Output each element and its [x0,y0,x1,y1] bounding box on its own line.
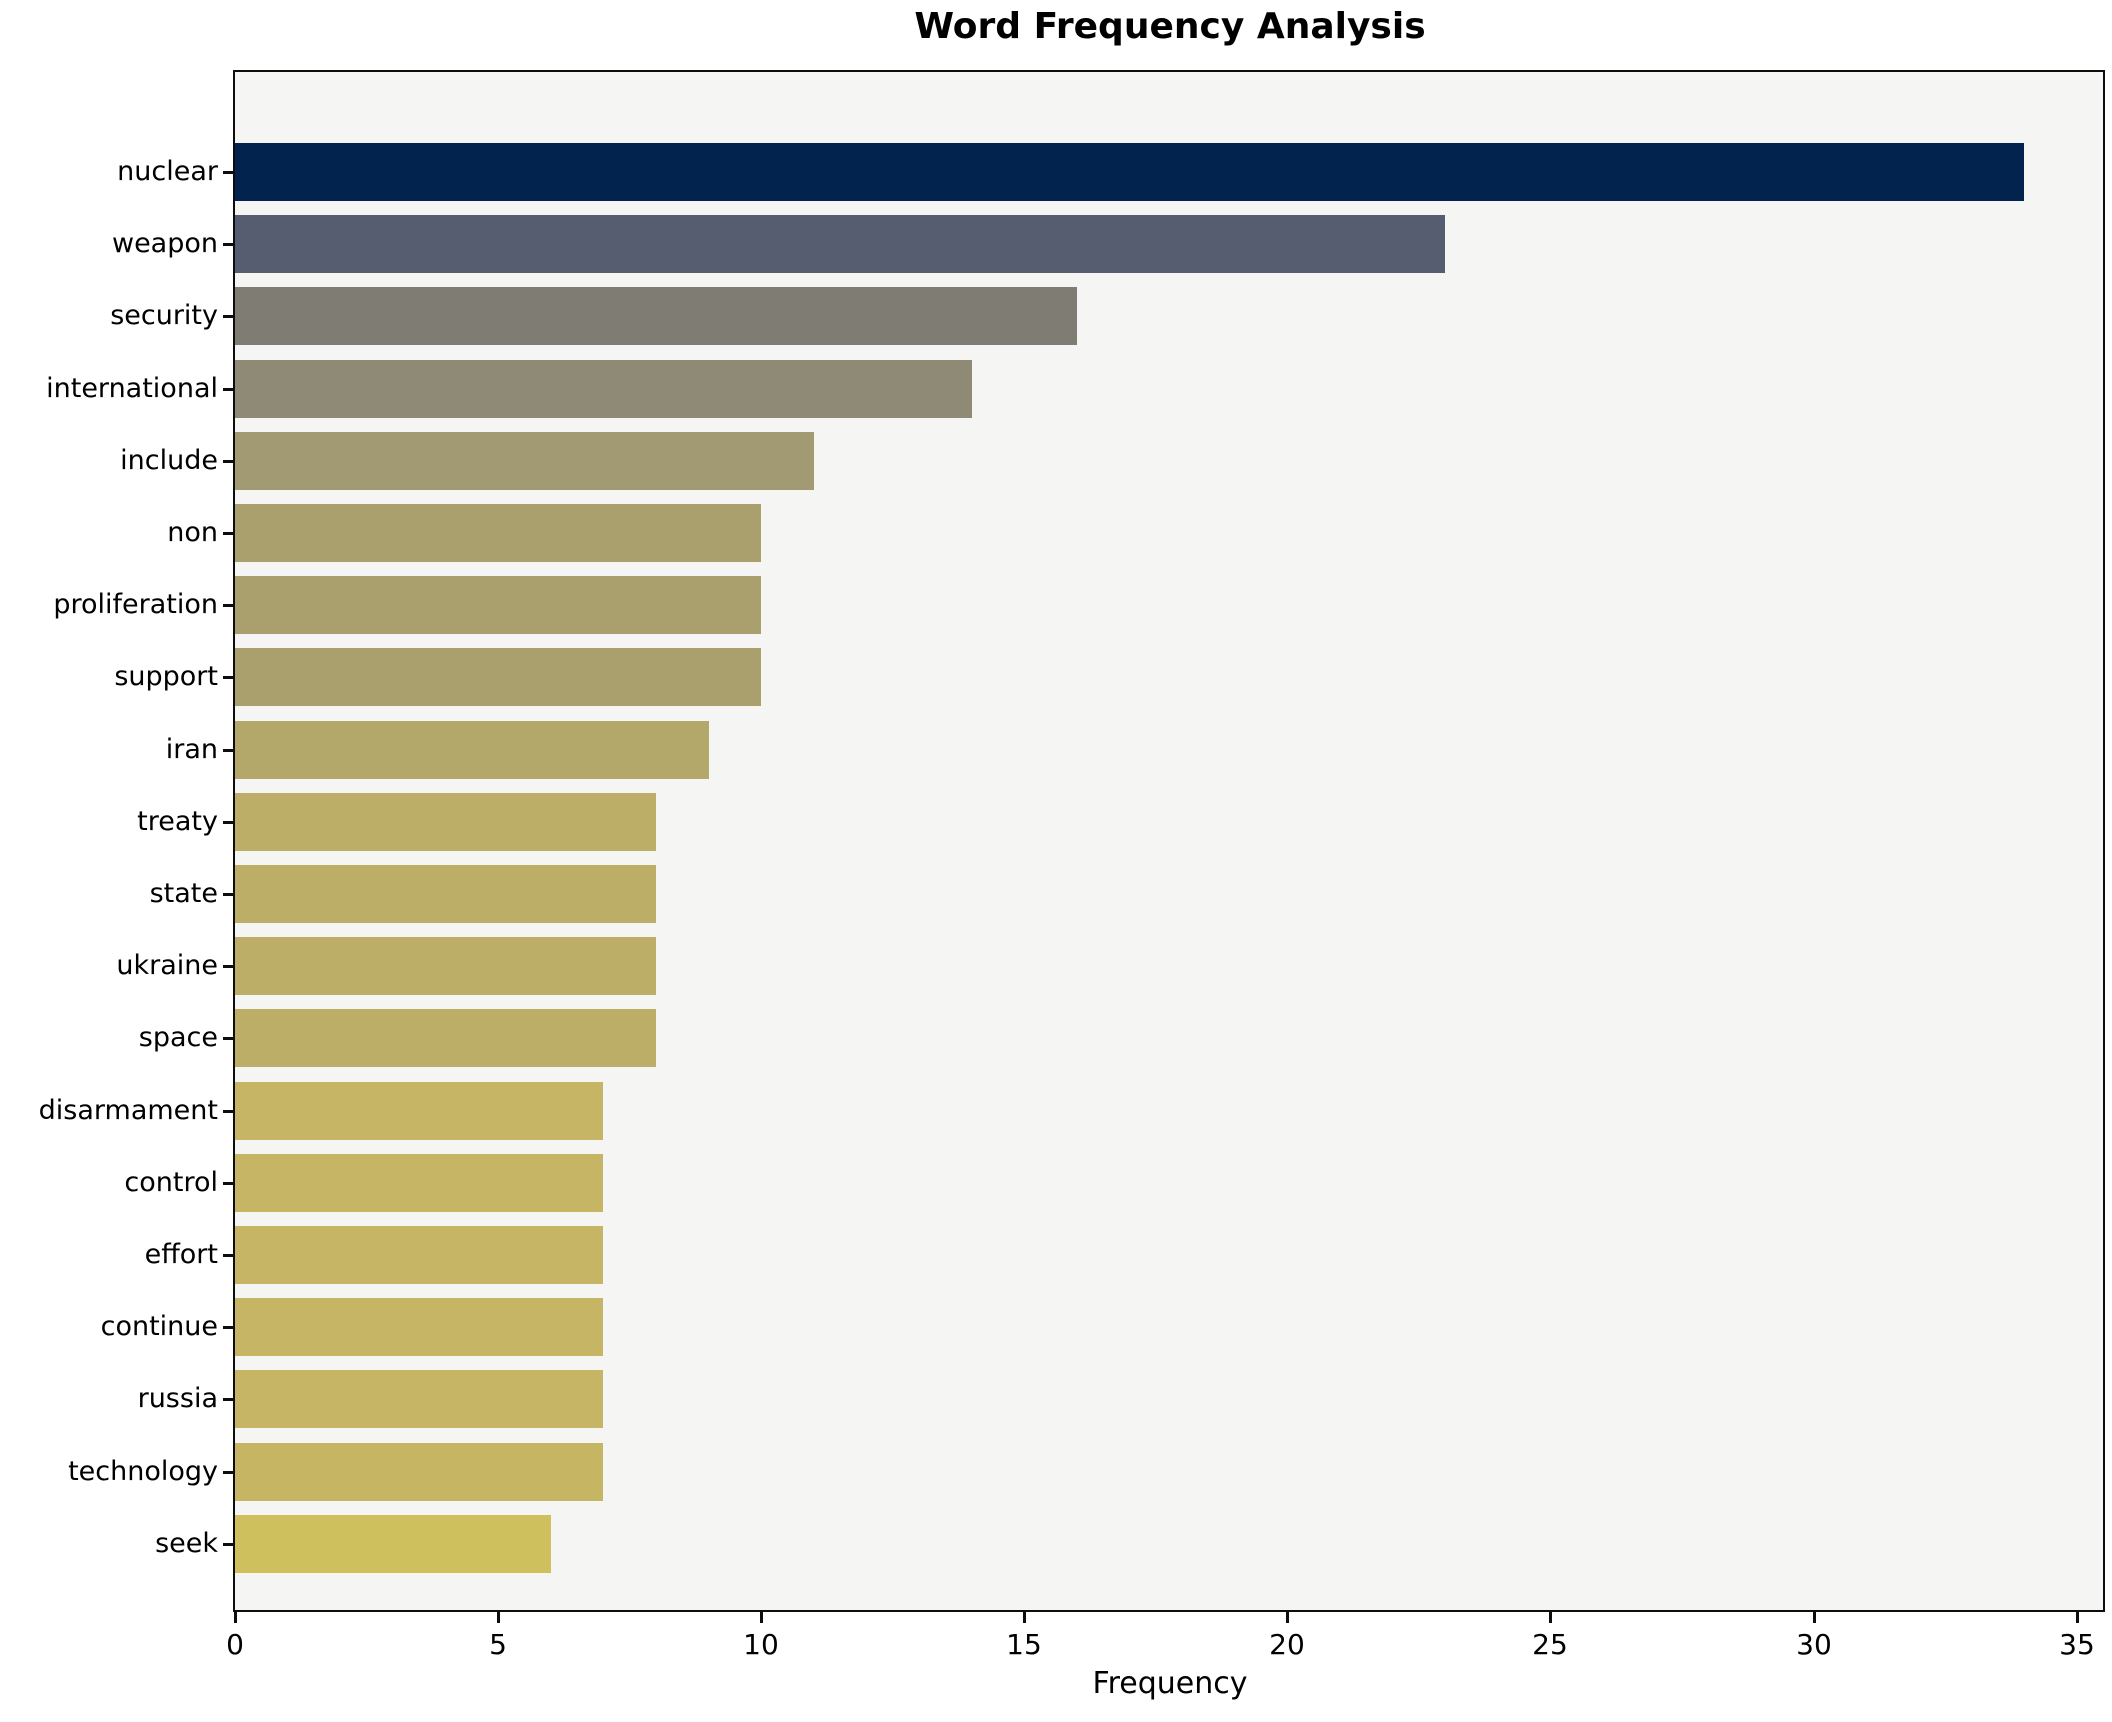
bar-continue [235,1298,603,1356]
y-label-effort: effort [144,1239,218,1270]
y-tick-mark [223,1398,233,1401]
y-tick-mark [223,749,233,752]
x-tick-mark [760,1612,763,1623]
y-tick-mark [223,1471,233,1474]
bar-space [235,1009,656,1067]
bar-technology [235,1443,603,1501]
y-label-seek: seek [155,1528,218,1559]
x-tick-label-30: 30 [1796,1628,1832,1661]
y-tick-mark [223,821,233,824]
y-label-proliferation: proliferation [53,589,218,620]
bar-include [235,432,814,490]
bar-non [235,504,761,562]
x-tick-mark [1549,1612,1552,1623]
bar-state [235,865,656,923]
y-label-international: international [46,373,218,404]
y-tick-mark [223,676,233,679]
bar-disarmament [235,1082,603,1140]
y-tick-mark [223,171,233,174]
bar-security [235,287,1077,345]
bar-support [235,648,761,706]
y-label-weapon: weapon [111,228,218,259]
x-tick-mark [2076,1612,2079,1623]
y-tick-mark [223,532,233,535]
bar-ukraine [235,937,656,995]
y-label-nuclear: nuclear [117,156,218,187]
x-tick-label-20: 20 [1269,1628,1305,1661]
x-tick-label-0: 0 [226,1628,244,1661]
y-label-include: include [120,445,218,476]
x-tick-mark [497,1612,500,1623]
x-tick-label-35: 35 [2059,1628,2095,1661]
x-tick-label-25: 25 [1532,1628,1568,1661]
y-label-space: space [138,1022,218,1053]
y-tick-mark [223,315,233,318]
y-label-support: support [114,661,218,692]
y-tick-mark [223,1543,233,1546]
chart-title: Word Frequency Analysis [914,6,1426,47]
bar-nuclear [235,143,2024,201]
bar-international [235,360,972,418]
y-label-state: state [149,878,218,909]
y-tick-mark [223,1254,233,1257]
bar-russia [235,1370,603,1428]
x-tick-mark [1813,1612,1816,1623]
y-tick-mark [223,965,233,968]
y-tick-mark [223,893,233,896]
bar-treaty [235,793,656,851]
x-axis-label: Frequency [1092,1666,1248,1701]
y-label-continue: continue [100,1311,218,1342]
bar-iran [235,721,709,779]
y-tick-mark [223,604,233,607]
y-tick-mark [223,1182,233,1185]
y-tick-mark [223,1110,233,1113]
y-label-security: security [110,300,218,331]
y-label-non: non [167,517,218,548]
y-label-disarmament: disarmament [38,1095,218,1126]
y-tick-mark [223,388,233,391]
y-label-control: control [124,1167,218,1198]
y-tick-mark [223,243,233,246]
y-label-russia: russia [137,1383,218,1414]
y-label-treaty: treaty [137,806,218,837]
x-tick-label-5: 5 [489,1628,507,1661]
x-tick-mark [234,1612,237,1623]
bar-proliferation [235,576,761,634]
bar-control [235,1154,603,1212]
y-tick-mark [223,460,233,463]
x-tick-label-10: 10 [743,1628,779,1661]
bar-effort [235,1226,603,1284]
plot-area [233,70,2105,1612]
bar-seek [235,1515,551,1573]
bar-weapon [235,215,1445,273]
x-tick-mark [1023,1612,1026,1623]
y-tick-mark [223,1037,233,1040]
y-label-iran: iran [165,734,218,765]
y-label-ukraine: ukraine [116,950,218,981]
x-tick-mark [1286,1612,1289,1623]
y-label-technology: technology [68,1456,218,1487]
x-tick-label-15: 15 [1006,1628,1042,1661]
y-tick-mark [223,1326,233,1329]
